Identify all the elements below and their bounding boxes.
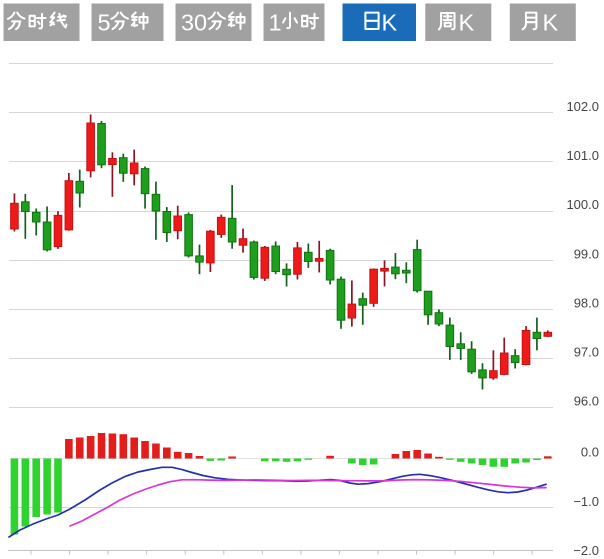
svg-text:101.0: 101.0 — [566, 148, 599, 163]
svg-text:K: K — [543, 9, 559, 35]
svg-text:97.0: 97.0 — [574, 345, 599, 360]
svg-text:100.0: 100.0 — [566, 197, 599, 212]
svg-text:99.0: 99.0 — [574, 246, 599, 261]
svg-text:0.0: 0.0 — [581, 445, 599, 460]
svg-text:5: 5 — [98, 9, 111, 35]
svg-text:1: 1 — [269, 9, 282, 35]
svg-text:−2.0: −2.0 — [573, 543, 599, 558]
svg-text:96.0: 96.0 — [574, 394, 599, 409]
svg-text:K: K — [382, 9, 398, 35]
svg-text:0: 0 — [194, 9, 207, 35]
svg-text:98.0: 98.0 — [574, 295, 599, 310]
svg-text:102.0: 102.0 — [566, 99, 599, 114]
svg-text:K: K — [459, 9, 475, 35]
svg-text:3: 3 — [181, 9, 194, 35]
svg-text:−1.0: −1.0 — [573, 494, 599, 509]
